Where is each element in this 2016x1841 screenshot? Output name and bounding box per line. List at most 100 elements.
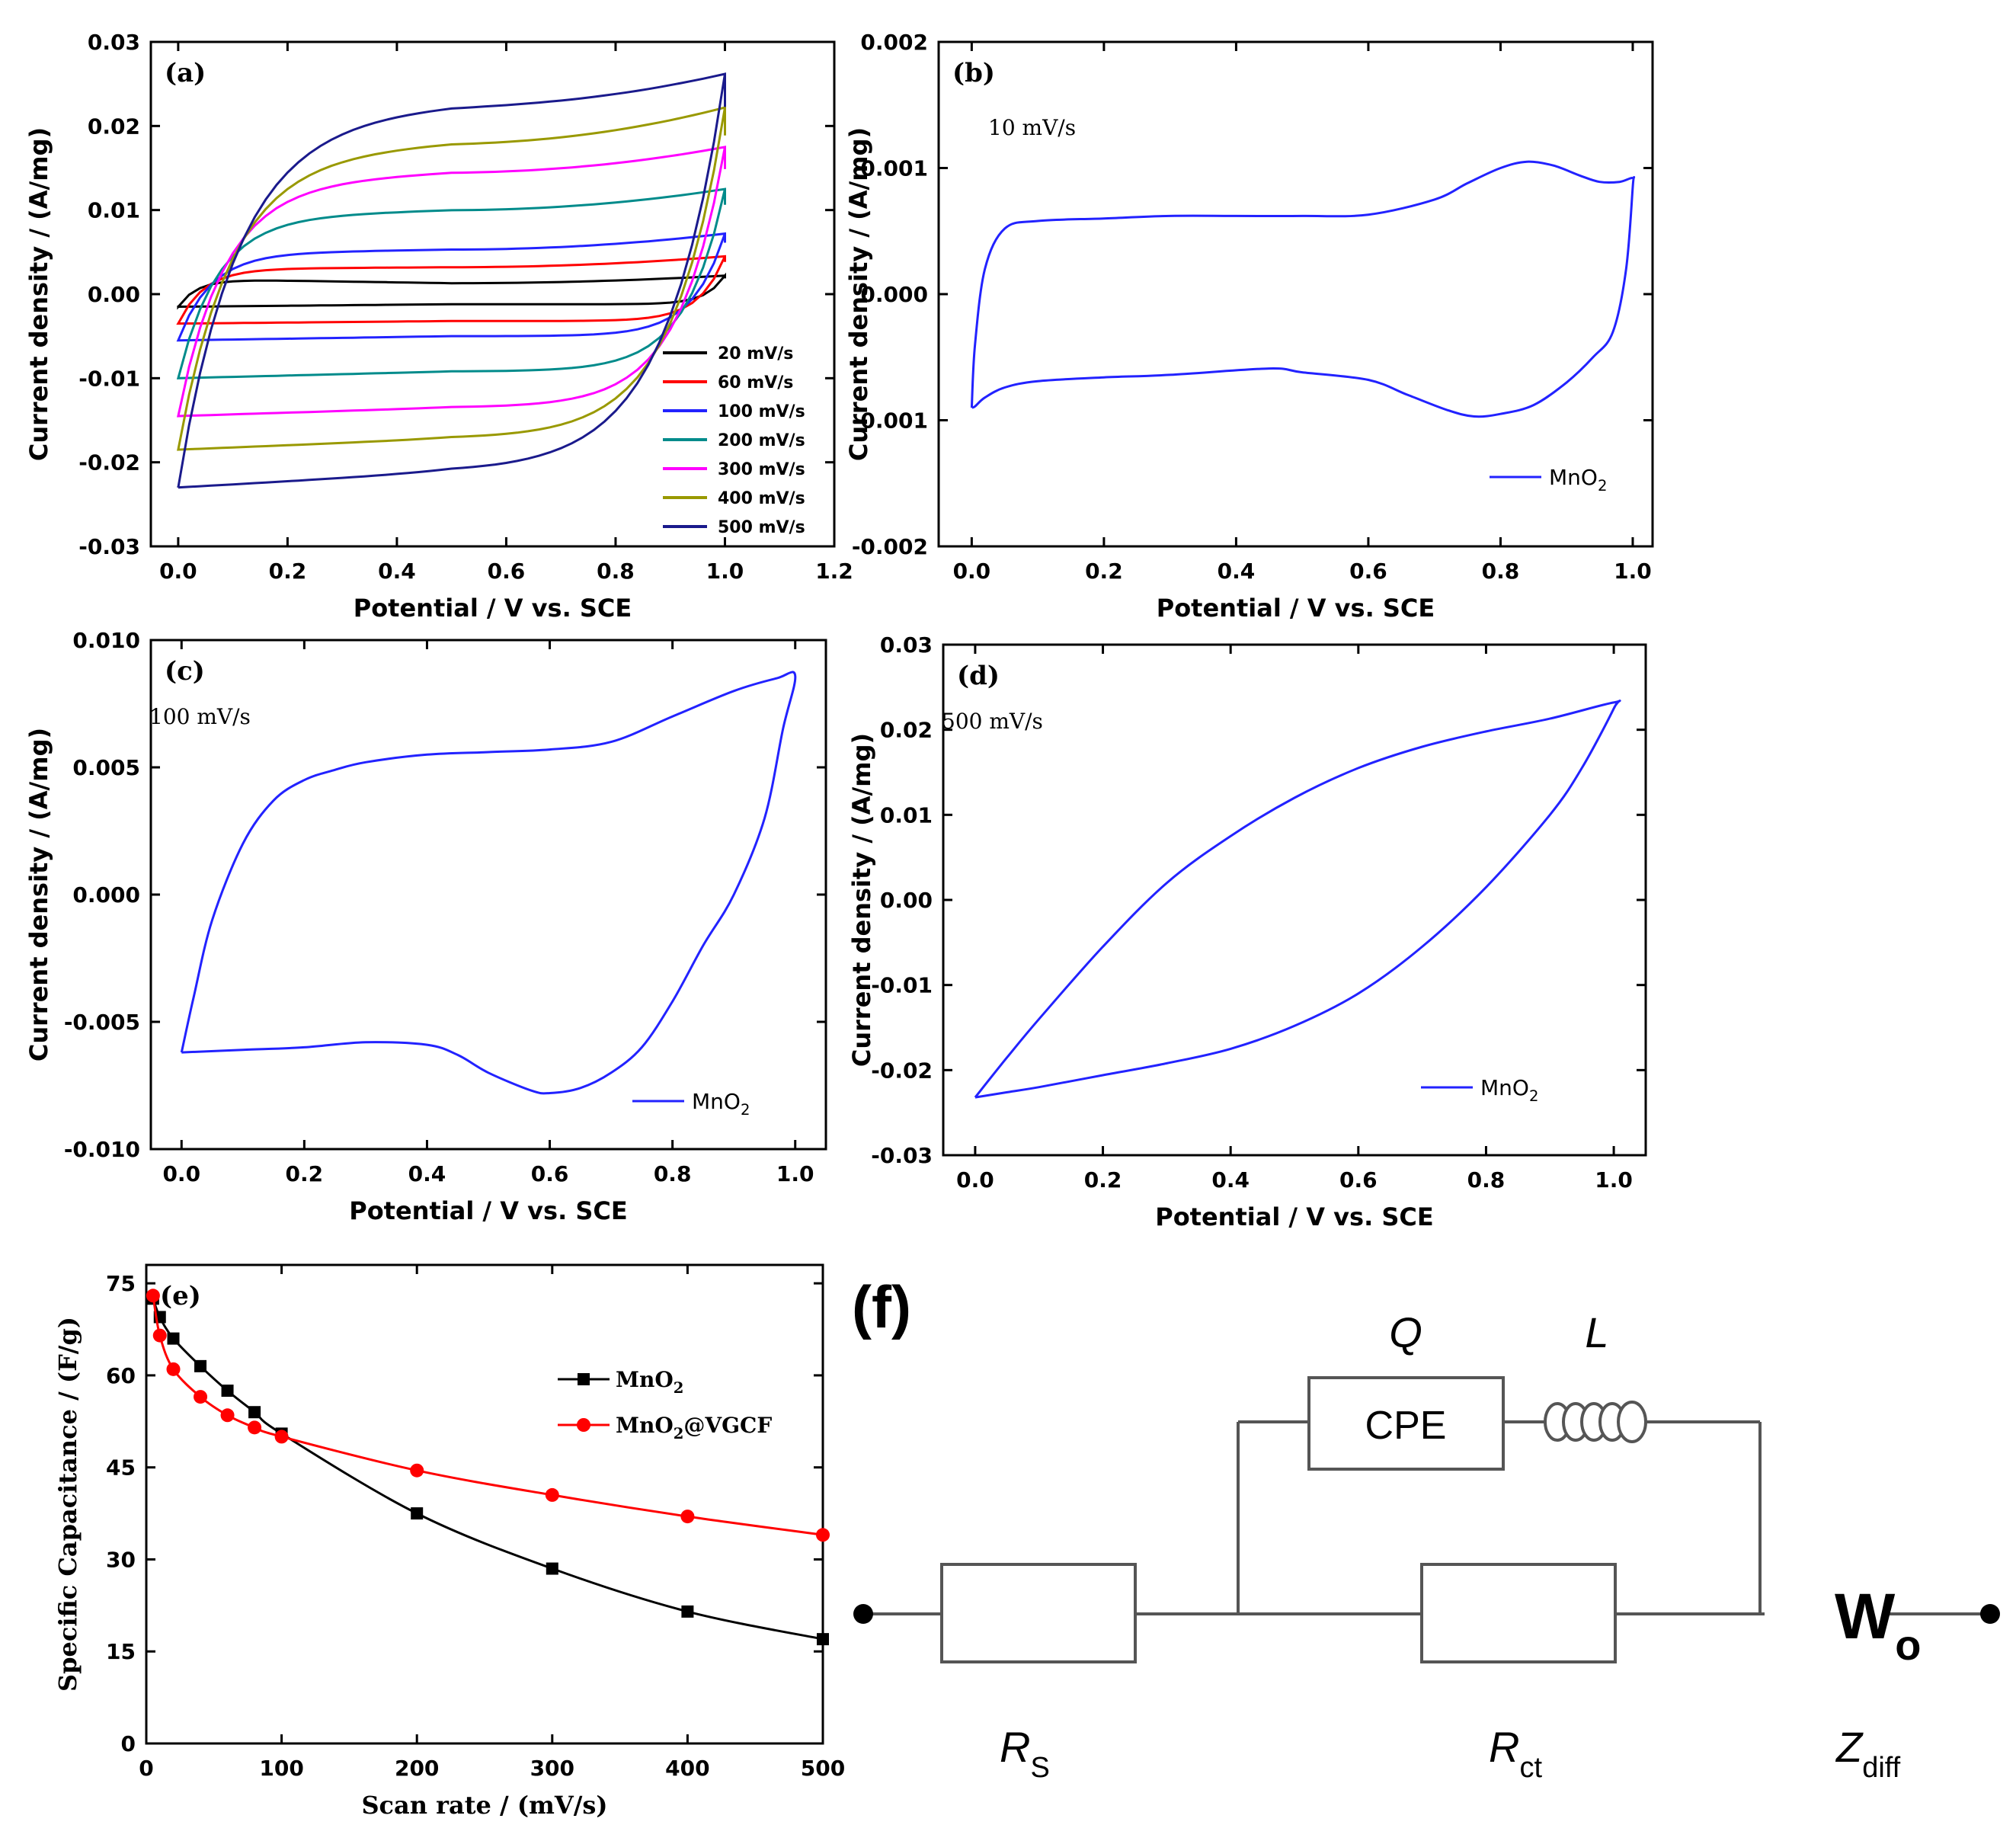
y-tick-label: -0.001 xyxy=(852,408,928,434)
x-tick-label: 0.2 xyxy=(286,1161,324,1186)
legend-marker xyxy=(577,1418,590,1432)
x-tick-label: 0.8 xyxy=(1467,1167,1506,1193)
y-tick-label: -0.002 xyxy=(852,534,928,559)
x-tick-label: 0.4 xyxy=(1218,559,1256,584)
y-tick-label: 0.00 xyxy=(880,888,933,913)
x-tick-label: 0.0 xyxy=(956,1167,994,1193)
panel-e: 0 100 200 300 400 500 0 15 30 45 60 75 Scan rate / (… xyxy=(53,1263,845,1820)
x-axis-label: Scan rate / (mV/s) xyxy=(361,1791,607,1820)
panel-label: (c) xyxy=(165,656,205,687)
y-tick-label: 0.000 xyxy=(860,282,928,307)
data-point-MnO2@VGCF xyxy=(220,1408,235,1423)
panel-label-f: (f) xyxy=(852,1273,911,1340)
ticks: 0.0 0.2 0.4 0.6 0.8 1.0 -0.002 -0.001 0.000 0.001… xyxy=(852,30,1653,584)
x-tick-label: 300 xyxy=(530,1756,574,1781)
rs-label: RS xyxy=(1000,1723,1050,1784)
x-tick-label: 0.0 xyxy=(159,559,197,584)
y-axis-label: Current density / (A/mg) xyxy=(24,127,53,461)
y-tick-label: 0.002 xyxy=(860,30,928,55)
series-line-MnO2 xyxy=(152,1298,824,1641)
scan-rate-annotation: 10 mV/s xyxy=(988,115,1076,140)
legend-label-main: MnO xyxy=(1480,1075,1529,1100)
rct-label: Rct xyxy=(1489,1723,1542,1784)
legend-label: 60 mV/s xyxy=(718,373,793,392)
rs-r: R xyxy=(1000,1723,1030,1771)
legend-label: 400 mV/s xyxy=(718,489,805,508)
data-point-MnO2@VGCF xyxy=(152,1328,167,1343)
legend-label-sub: 2 xyxy=(741,1101,750,1119)
data-point-MnO2@VGCF xyxy=(274,1430,289,1444)
legend-label: 100 mV/s xyxy=(718,402,805,421)
l-label: L xyxy=(1585,1308,1608,1356)
x-tick-label: 0.2 xyxy=(1085,559,1123,584)
legend: MnO2 xyxy=(632,1089,750,1119)
x-tick-label: 0.6 xyxy=(531,1161,569,1186)
x-tick-label: 0.0 xyxy=(162,1161,200,1186)
x-tick-label: 400 xyxy=(665,1756,709,1781)
resistor-rct xyxy=(1420,1563,1617,1663)
x-tick-label: 0.4 xyxy=(378,559,416,584)
panel-b: 0.0 0.2 0.4 0.6 0.8 1.0 -0.002 -0.001 0.000 0.001… xyxy=(844,30,1654,623)
ticks: 0.0 0.2 0.4 0.6 0.8 1.0 1.2 -0.03 -0.02 -0.01 0.00… xyxy=(78,30,853,584)
y-axis-label: Specific Capacitance / (F/g) xyxy=(53,1317,82,1692)
y-axis-label: Current density / (A/mg) xyxy=(24,728,53,1061)
x-axis-label: Potential / V vs. SCE xyxy=(1157,594,1435,623)
legend: MnO2 xyxy=(1421,1075,1538,1105)
x-tick-label: 1.2 xyxy=(815,559,853,584)
data-point-MnO2@VGCF xyxy=(166,1362,181,1376)
x-tick-label: 0.2 xyxy=(269,559,307,584)
legend-label: 300 mV/s xyxy=(718,460,805,479)
data-point-MnO2 xyxy=(817,1633,829,1646)
legend-label-main: MnO xyxy=(616,1413,674,1438)
rs-sub: S xyxy=(1030,1752,1049,1784)
legend-label-sub: 2 xyxy=(1529,1087,1538,1105)
zdiff-sub: diff xyxy=(1862,1752,1900,1784)
x-tick-label: 0.4 xyxy=(408,1161,446,1186)
data-point-MnO2@VGCF xyxy=(194,1390,208,1404)
q-label: Q xyxy=(1389,1308,1422,1356)
ticks: 0 100 200 300 400 500 0 15 30 45 60 75 xyxy=(106,1265,845,1781)
panel-label: (a) xyxy=(165,58,206,88)
legend-label-rest: @VGCF xyxy=(683,1413,772,1438)
x-tick-label: 100 xyxy=(259,1756,303,1781)
y-tick-label: -0.03 xyxy=(78,534,140,559)
warburg-w: W xyxy=(1835,1580,1896,1652)
y-tick-label: -0.01 xyxy=(871,973,933,998)
ticks: 0.0 0.2 0.4 0.6 0.8 1.0 -0.010 -0.005 0.000 0.005… xyxy=(64,628,826,1186)
ticks: 0.0 0.2 0.4 0.6 0.8 1.0 -0.03 -0.02 -0.01 0.00 0.0… xyxy=(871,632,1646,1193)
series-line-400-mV-s xyxy=(177,106,726,451)
series-line-500-mV-s xyxy=(177,72,726,489)
series-line-MnO2 xyxy=(180,671,797,1095)
inductor-l xyxy=(1544,1401,1647,1443)
data-point-MnO2@VGCF xyxy=(816,1528,830,1542)
y-axis-label: Current density / (A/mg) xyxy=(844,127,873,461)
x-tick-label: 1.0 xyxy=(1614,559,1652,584)
legend-label: 500 mV/s xyxy=(718,518,805,537)
x-tick-label: 0 xyxy=(139,1756,153,1781)
y-tick-label: 0.03 xyxy=(880,632,933,658)
legend-label: MnO2@VGCF xyxy=(616,1413,772,1442)
panel-c: 0.0 0.2 0.4 0.6 0.8 1.0 -0.010 -0.005 0.000 0.005… xyxy=(24,628,827,1225)
legend-label-main: MnO xyxy=(616,1367,674,1392)
data-point-MnO2 xyxy=(546,1562,558,1575)
x-tick-label: 0.6 xyxy=(488,559,526,584)
x-tick-label: 1.0 xyxy=(1595,1167,1633,1193)
y-tick-label: -0.02 xyxy=(871,1058,933,1083)
data-point-MnO2@VGCF xyxy=(410,1463,424,1478)
series-line-MnO2 xyxy=(974,700,1621,1099)
series-line-MnO2 xyxy=(970,160,1636,418)
x-tick-label: 0.4 xyxy=(1211,1167,1250,1193)
series-line-100-mV-s xyxy=(176,232,726,342)
panel-label: (d) xyxy=(957,661,1000,691)
data-point-MnO2 xyxy=(221,1385,234,1398)
data-point-MnO2@VGCF xyxy=(248,1420,262,1435)
data-point-MnO2@VGCF xyxy=(545,1487,559,1502)
legend-label-sub: 2 xyxy=(674,1425,684,1442)
legend-label: MnO2 xyxy=(1480,1075,1538,1105)
rct-r: R xyxy=(1489,1723,1519,1771)
legend-label-sub: 2 xyxy=(1598,477,1607,495)
y-tick-label: -0.005 xyxy=(64,1010,140,1035)
y-tick-label: 0.02 xyxy=(880,718,933,743)
data-point-MnO2 xyxy=(248,1406,261,1419)
